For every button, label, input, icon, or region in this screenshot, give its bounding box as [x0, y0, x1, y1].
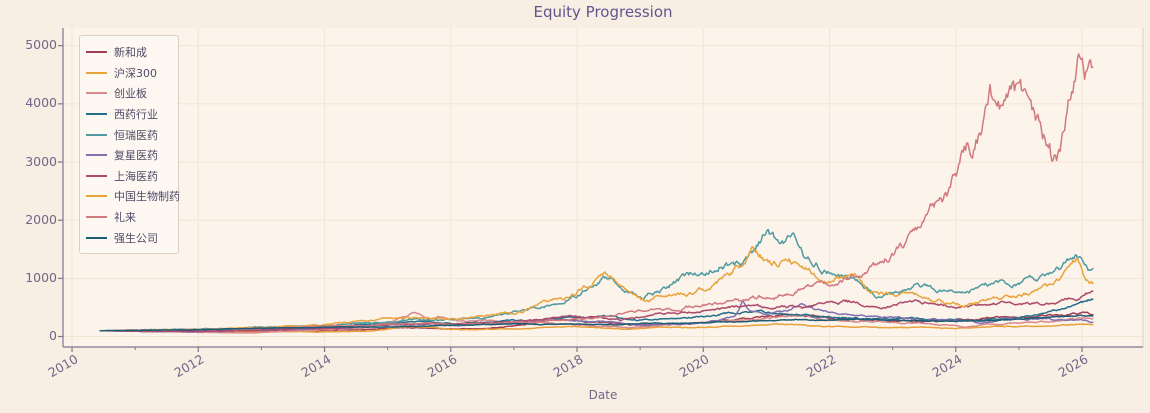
legend-label: 礼来	[114, 211, 136, 225]
y-tick-label: 4000	[25, 95, 57, 111]
legend-label: 复星医药	[114, 149, 158, 163]
legend-item: 新和成	[86, 42, 170, 63]
legend-label: 上海医药	[114, 169, 158, 183]
legend-item: 强生公司	[86, 227, 170, 248]
legend-label: 中国生物制药	[114, 190, 180, 204]
legend-swatch-icon	[86, 195, 107, 198]
y-tick-label: 3000	[25, 153, 57, 169]
legend-label: 西药行业	[114, 108, 158, 122]
legend-swatch-icon	[86, 113, 107, 116]
legend-label: 恒瑞医药	[114, 128, 158, 142]
legend-item: 恒瑞医药	[86, 124, 170, 145]
legend-swatch-icon	[86, 133, 107, 136]
legend-label: 创业板	[114, 87, 147, 101]
legend-item: 上海医药	[86, 166, 170, 187]
y-tick-label: 0	[49, 328, 57, 344]
legend-label: 强生公司	[114, 231, 158, 245]
y-tick-label: 5000	[25, 37, 57, 53]
legend-item: 创业板	[86, 83, 170, 104]
series-group	[99, 53, 1094, 334]
legend-swatch-icon	[86, 71, 107, 74]
legend: 新和成沪深300 创业板西药行业恒瑞医药复星医药上海医药中国生物制药 礼来强生公司	[79, 35, 180, 254]
legend-swatch-icon	[86, 174, 107, 177]
y-tick-label: 1000	[25, 269, 57, 285]
x-axis-label: Date	[588, 388, 618, 402]
legend-swatch-icon	[86, 154, 107, 157]
legend-item: 礼来	[86, 207, 170, 228]
legend-item: 西药行业	[86, 104, 170, 125]
plot-area	[63, 28, 1143, 347]
legend-item: 中国生物制药	[86, 186, 180, 207]
legend-swatch-icon	[86, 92, 107, 95]
chart-title: Equity Progression	[533, 3, 673, 21]
series-line-强生公司	[99, 314, 1094, 332]
legend-swatch-icon	[86, 236, 107, 239]
series-line-上海医药	[99, 290, 1094, 333]
legend-label: 新和成	[114, 46, 147, 60]
legend-item: 沪深300	[86, 63, 170, 84]
legend-swatch-icon	[86, 51, 107, 54]
y-tick-label: 2000	[25, 211, 57, 227]
legend-item: 复星医药	[86, 145, 170, 166]
series-line-创业板	[99, 311, 1094, 334]
legend-swatch-icon	[86, 216, 107, 219]
legend-label: 沪深300	[114, 66, 157, 80]
